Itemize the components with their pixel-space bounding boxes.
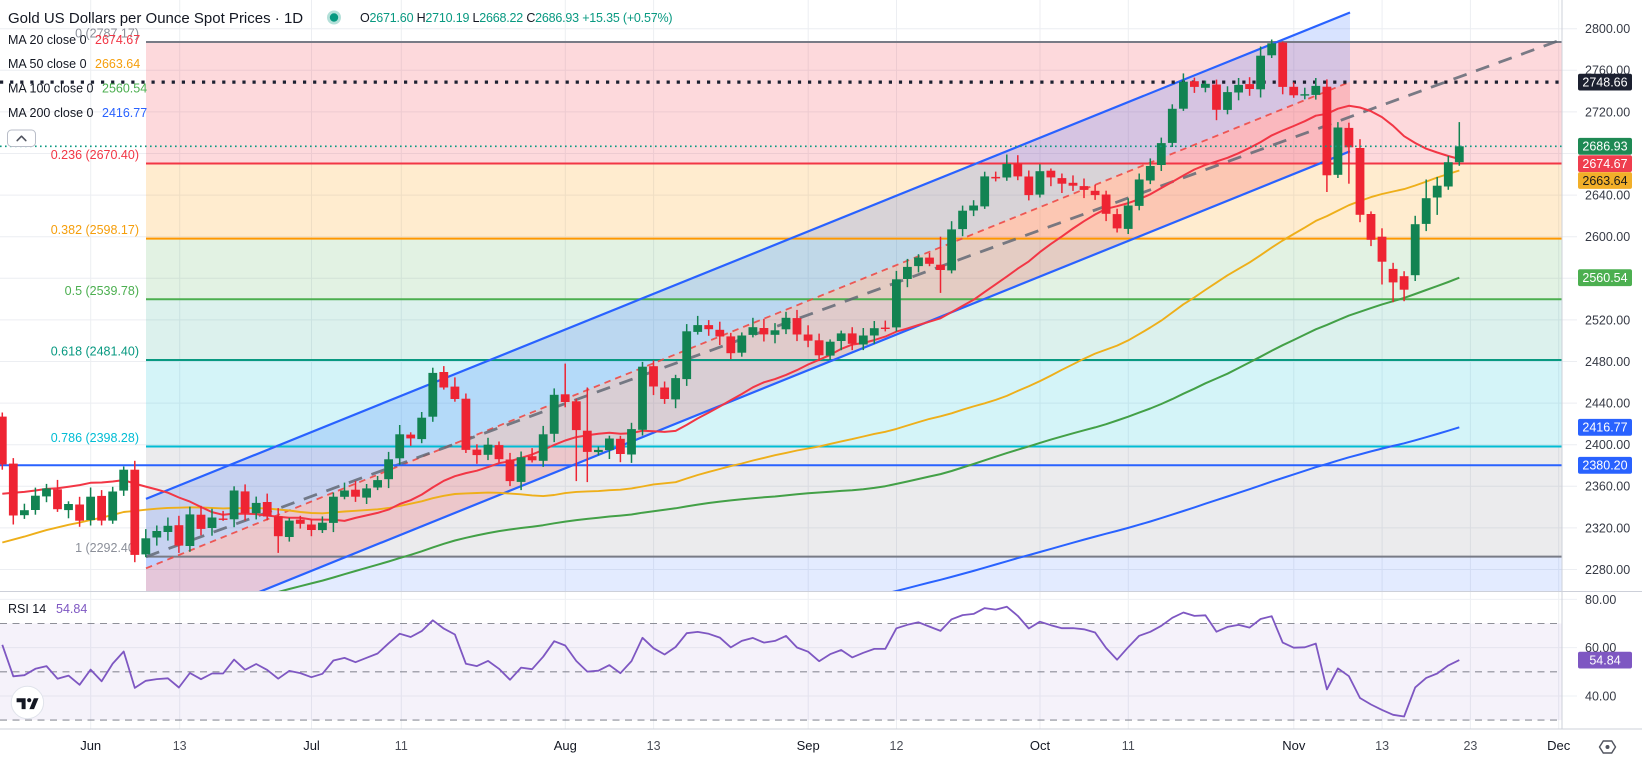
svg-text:Jun: Jun [80, 738, 101, 753]
svg-text:2480.00: 2480.00 [1585, 355, 1630, 369]
svg-text:O2671.60 H2710.19 L2668.22 C26: O2671.60 H2710.19 L2668.22 C2686.93 +15.… [360, 11, 672, 25]
svg-text:2663.64: 2663.64 [1582, 174, 1627, 188]
svg-text:2380.20: 2380.20 [1582, 459, 1627, 473]
svg-text:2416.77: 2416.77 [102, 106, 147, 120]
svg-text:0.786 (2398.28): 0.786 (2398.28) [51, 431, 139, 445]
svg-text:MA 50 close 0: MA 50 close 0 [8, 57, 87, 71]
svg-text:1 (2292.40): 1 (2292.40) [75, 541, 139, 555]
svg-text:2416.77: 2416.77 [1582, 421, 1627, 435]
svg-text:2663.64: 2663.64 [95, 57, 140, 71]
svg-text:12: 12 [890, 739, 904, 753]
svg-text:2686.93: 2686.93 [1582, 140, 1627, 154]
svg-text:MA 200 close 0: MA 200 close 0 [8, 106, 94, 120]
svg-text:54.84: 54.84 [1589, 654, 1620, 668]
svg-text:60.00: 60.00 [1585, 641, 1616, 655]
svg-text:Jul: Jul [303, 738, 320, 753]
svg-text:MA 20 close 0: MA 20 close 0 [8, 33, 87, 47]
svg-text:2360.00: 2360.00 [1585, 480, 1630, 494]
svg-text:2440.00: 2440.00 [1585, 397, 1630, 411]
svg-text:Sep: Sep [797, 738, 820, 753]
svg-text:13: 13 [173, 739, 187, 753]
svg-text:2560.54: 2560.54 [1582, 271, 1627, 285]
svg-text:2600.00: 2600.00 [1585, 230, 1630, 244]
svg-text:11: 11 [1122, 739, 1135, 753]
svg-text:2280.00: 2280.00 [1585, 563, 1630, 577]
svg-text:0.618 (2481.40): 0.618 (2481.40) [51, 345, 139, 359]
svg-text:0.5 (2539.78): 0.5 (2539.78) [65, 284, 139, 298]
svg-text:MA 100 close 0: MA 100 close 0 [8, 82, 94, 96]
svg-text:RSI 14: RSI 14 [8, 602, 46, 616]
svg-text:2720.00: 2720.00 [1585, 105, 1630, 119]
svg-text:Gold US Dollars per Ounce Spot: Gold US Dollars per Ounce Spot Prices · … [8, 10, 303, 27]
svg-text:Aug: Aug [554, 738, 577, 753]
svg-text:2748.66: 2748.66 [1582, 76, 1627, 90]
svg-text:2400.00: 2400.00 [1585, 438, 1630, 452]
svg-text:2800.00: 2800.00 [1585, 22, 1630, 36]
svg-text:2520.00: 2520.00 [1585, 313, 1630, 327]
svg-text:Oct: Oct [1030, 738, 1051, 753]
svg-text:2320.00: 2320.00 [1585, 521, 1630, 535]
svg-text:Dec: Dec [1547, 738, 1571, 753]
svg-text:13: 13 [647, 739, 661, 753]
svg-text:0.236 (2670.40): 0.236 (2670.40) [51, 148, 139, 162]
svg-text:2674.67: 2674.67 [95, 33, 140, 47]
svg-text:0 (2787.17): 0 (2787.17) [75, 27, 139, 41]
svg-text:0.382 (2598.17): 0.382 (2598.17) [51, 223, 139, 237]
svg-text:40.00: 40.00 [1585, 689, 1616, 703]
svg-text:Nov: Nov [1282, 738, 1306, 753]
svg-text:2640.00: 2640.00 [1585, 189, 1630, 203]
svg-text:2674.67: 2674.67 [1582, 157, 1627, 171]
svg-text:54.84: 54.84 [56, 602, 87, 616]
svg-text:11: 11 [395, 739, 408, 753]
svg-text:13: 13 [1375, 739, 1389, 753]
svg-text:23: 23 [1463, 739, 1477, 753]
svg-text:80.00: 80.00 [1585, 593, 1616, 607]
svg-text:2560.54: 2560.54 [102, 82, 147, 96]
